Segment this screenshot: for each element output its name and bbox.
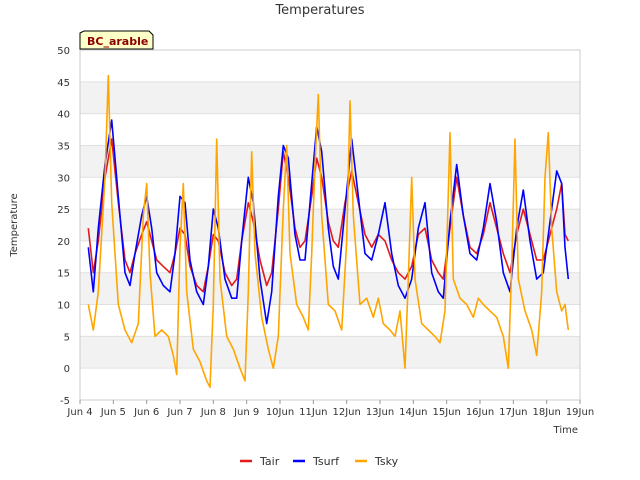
x-tick-label: 14Jun (399, 407, 427, 418)
legend: Tair Tsurf Tsky (240, 455, 399, 468)
background-band (80, 272, 580, 305)
y-tick-label: 0 (64, 364, 70, 375)
y-tick-label: 20 (57, 237, 70, 248)
series-line-tsky (87, 74, 570, 389)
x-tick-label: 10Jun (266, 407, 294, 418)
x-tick-label: 18Jun (532, 407, 560, 418)
legend-label-tsurf: Tsurf (312, 455, 340, 468)
x-tick-label: 16Jun (466, 407, 494, 418)
background-band (80, 336, 580, 369)
x-axis: Jun 4 Jun 5 Jun 6 Jun 7 Jun 8 Jun 9 10Jun 11Jun… (66, 400, 594, 418)
x-tick-label: Jun 6 (133, 407, 159, 418)
y-tick-label: 25 (57, 205, 70, 216)
x-axis-title: Time (553, 425, 578, 436)
x-tick-label: 13Jun (366, 407, 394, 418)
y-tick-label: 10 (57, 301, 70, 312)
y-tick-label: 40 (57, 110, 70, 121)
legend-label-tair: Tair (259, 455, 280, 468)
x-tick-label: Jun 4 (66, 407, 92, 418)
x-tick-label: 17Jun (499, 407, 527, 418)
y-tick-label: 15 (57, 269, 70, 280)
background-band (80, 145, 580, 178)
series-lines (87, 74, 570, 389)
site-badge-label: BC_arable (87, 35, 148, 48)
x-tick-label: Jun 9 (233, 407, 259, 418)
background-band (80, 81, 580, 114)
x-tick-label: 19Jun (566, 407, 594, 418)
series-line-tair (87, 138, 570, 293)
gridlines (80, 49, 580, 401)
background-bands (80, 81, 580, 369)
y-axis: -5 0 5 10 15 20 25 30 35 40 45 50 (57, 46, 70, 407)
x-tick-label: Jun 7 (166, 407, 192, 418)
legend-label-tsky: Tsky (374, 455, 399, 468)
plot-frame (79, 49, 581, 401)
y-tick-label: 5 (64, 332, 70, 343)
site-badge: BC_arable (79, 30, 154, 50)
y-tick-label: 30 (57, 173, 70, 184)
x-tick-label: 11Jun (299, 407, 327, 418)
site-badge-box (79, 30, 154, 50)
x-tick-label: 12Jun (332, 407, 360, 418)
y-tick-label: -5 (60, 396, 70, 407)
x-tick-label: Jun 8 (200, 407, 226, 418)
y-tick-label: 35 (57, 141, 70, 152)
y-axis-title: Temperature (9, 193, 20, 257)
y-tick-label: 45 (57, 78, 70, 89)
y-tick-label: 50 (57, 46, 70, 57)
chart-title: Temperatures (274, 3, 364, 18)
x-tick-label: Jun 5 (100, 407, 126, 418)
x-tick-label: 15Jun (432, 407, 460, 418)
